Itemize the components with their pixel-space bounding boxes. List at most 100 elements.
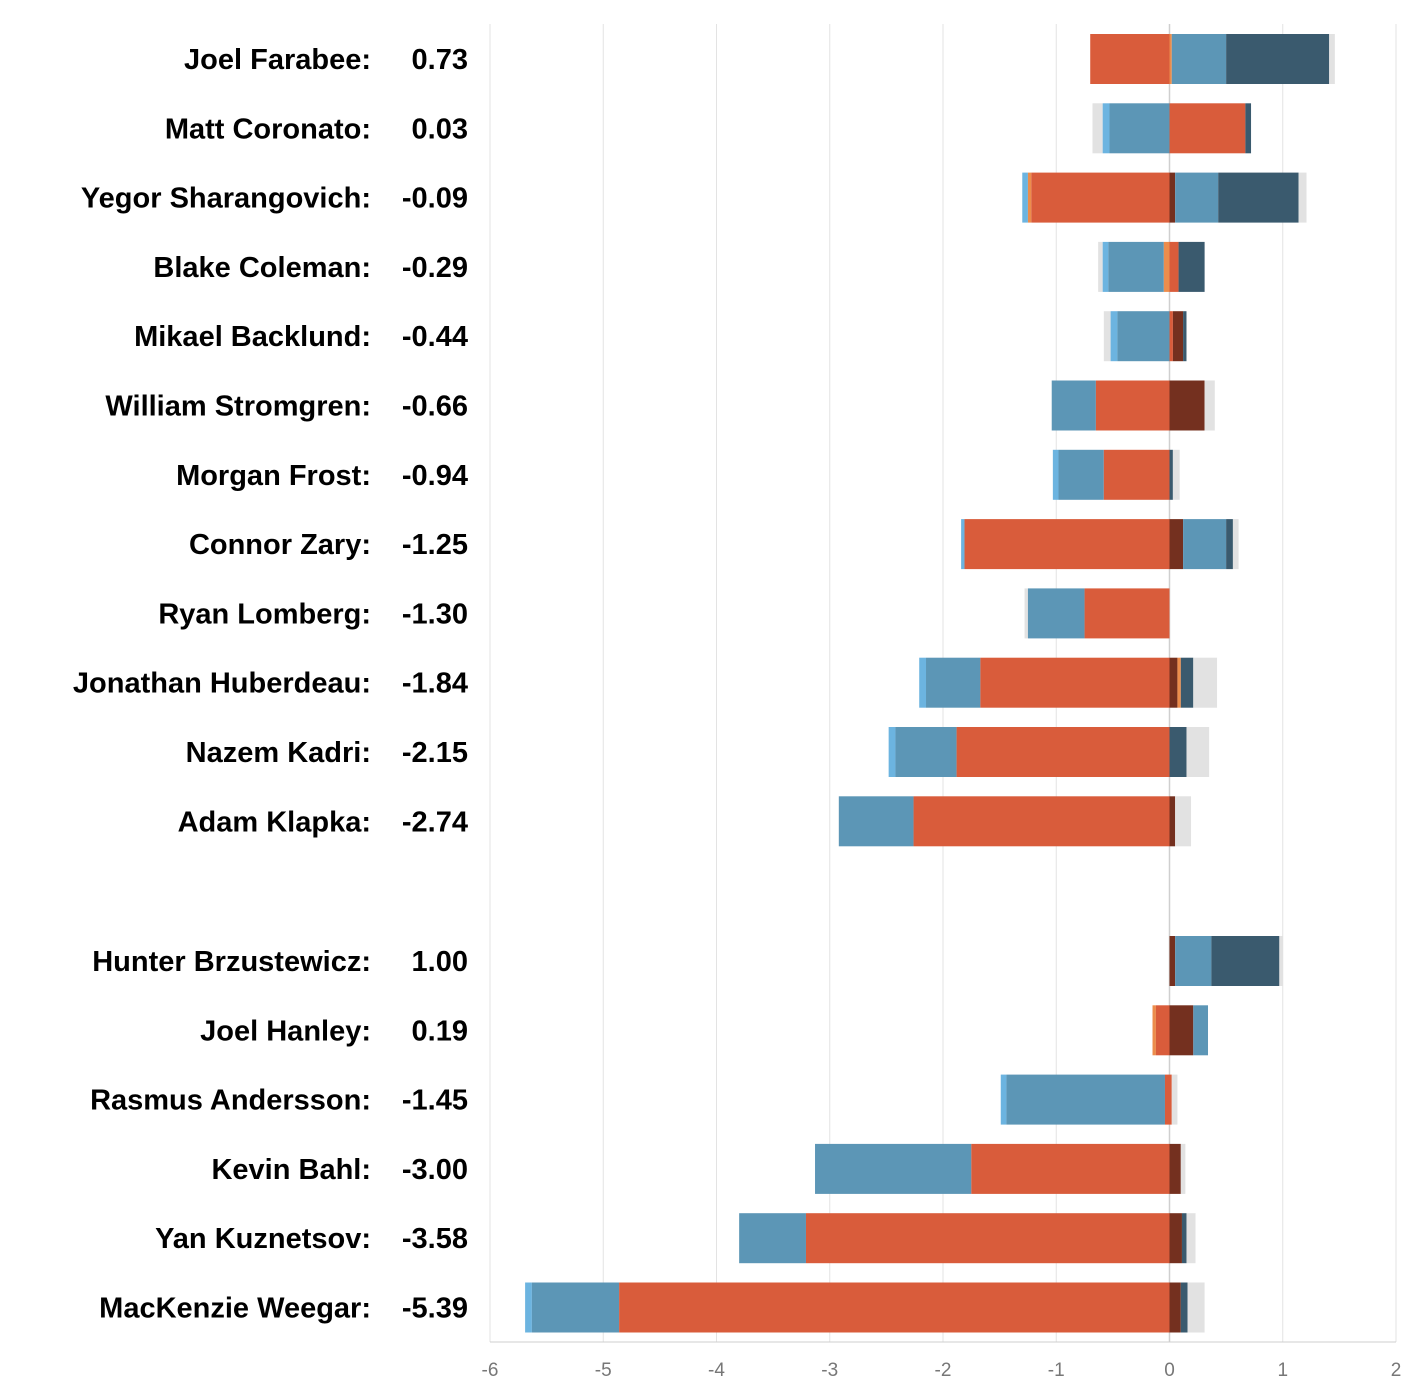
bar-segment-dark-red bbox=[1169, 1213, 1182, 1264]
bar-segment-grey bbox=[1024, 588, 1028, 639]
bar-segment-light-blue bbox=[919, 657, 927, 708]
player-value: -0.09 bbox=[402, 183, 468, 215]
bar-segment-dark-red bbox=[1169, 380, 1205, 431]
player-value: -1.84 bbox=[402, 668, 468, 700]
player-name: Jonathan Huberdeau: bbox=[73, 668, 371, 700]
bar-segment-dark-red bbox=[1169, 1143, 1181, 1194]
player-value: -1.45 bbox=[402, 1085, 468, 1117]
x-tick-label: -6 bbox=[482, 1360, 499, 1381]
bar-segment-orange bbox=[1027, 172, 1032, 223]
player-name: Connor Zary: bbox=[189, 529, 371, 561]
bar-segment-light-blue bbox=[1052, 449, 1059, 500]
bar-segment-orange bbox=[1163, 241, 1170, 292]
bar-segment-light-blue bbox=[888, 727, 896, 777]
bar-segment-steel-blue bbox=[1108, 241, 1164, 292]
bar-segment-orange bbox=[1177, 657, 1181, 708]
player-value: -1.30 bbox=[402, 598, 468, 630]
player-name: William Stromgren: bbox=[105, 391, 371, 423]
player-name: Yegor Sharangovich: bbox=[81, 183, 371, 215]
bar-segment-red-orange bbox=[1084, 588, 1170, 639]
player-value: 1.00 bbox=[412, 946, 468, 978]
bar-segment-grey bbox=[1193, 657, 1218, 708]
bar-segment-steel-blue bbox=[1058, 449, 1104, 500]
bar-segment-grey bbox=[1329, 34, 1335, 84]
bar-segment-grey bbox=[1172, 449, 1180, 500]
bar-segment-steel-blue bbox=[1051, 380, 1096, 431]
player-name: Yan Kuznetsov: bbox=[155, 1223, 371, 1255]
player-value: -3.58 bbox=[402, 1223, 468, 1255]
bar-segment-dark-red bbox=[1169, 796, 1176, 847]
player-value: -5.39 bbox=[402, 1293, 468, 1325]
bar-segment-grey bbox=[1187, 1282, 1205, 1333]
player-name: Matt Coronato: bbox=[165, 113, 371, 145]
bar-segment-red-orange bbox=[1090, 34, 1170, 84]
bar-segment-dark-navy bbox=[1183, 311, 1187, 362]
bar-segment-dark-navy bbox=[1178, 241, 1205, 292]
bar-segment-red-orange bbox=[980, 657, 1170, 708]
player-name: Kevin Bahl: bbox=[211, 1154, 371, 1186]
player-value: 0.03 bbox=[412, 113, 468, 145]
bar-segment-red-orange bbox=[1169, 241, 1179, 292]
bar-segment-red-orange bbox=[1169, 103, 1246, 154]
player-value: -0.29 bbox=[402, 252, 468, 284]
bar-segment-steel-blue bbox=[1006, 1074, 1165, 1125]
bar-segment-light-blue bbox=[1102, 103, 1110, 154]
bar-segment-light-blue bbox=[1102, 241, 1109, 292]
bar-segment-light-blue bbox=[1110, 311, 1118, 362]
bar-segment-grey bbox=[1175, 796, 1192, 847]
x-tick-label: 1 bbox=[1277, 1360, 1288, 1381]
bar-segment-steel-blue bbox=[1183, 519, 1227, 570]
player-value: -3.00 bbox=[402, 1154, 468, 1186]
bar-segment-grey bbox=[1103, 311, 1111, 362]
bar-segment-steel-blue bbox=[926, 657, 981, 708]
bar-segment-grey bbox=[1171, 1074, 1178, 1125]
player-value: -2.74 bbox=[402, 806, 468, 838]
bar-segment-red-orange bbox=[1031, 172, 1170, 223]
row-labels: Joel Farabee: 0.73 Matt Coronato: 0.03 Yegor… bbox=[73, 44, 468, 1325]
bar-segment-red-orange bbox=[805, 1213, 1170, 1264]
bar-segment-grey bbox=[1098, 241, 1103, 292]
bar-segment-dark-navy bbox=[1218, 172, 1299, 223]
bar-segment-dark-red bbox=[1169, 936, 1176, 986]
bar-segment-dark-red bbox=[1172, 311, 1184, 362]
bar-segment-dark-navy bbox=[1180, 1282, 1188, 1333]
bar-segment-red-orange bbox=[619, 1282, 1170, 1333]
player-value: 0.19 bbox=[412, 1015, 468, 1047]
bar-segment-grey bbox=[1186, 727, 1210, 777]
bar-segment-steel-blue bbox=[1117, 311, 1170, 362]
bar-segment-dark-navy bbox=[1169, 727, 1187, 777]
bar-segment-steel-blue bbox=[1171, 34, 1227, 84]
bar-segment-red-orange bbox=[913, 796, 1170, 847]
x-tick-label: -5 bbox=[595, 1360, 612, 1381]
bar-segment-dark-navy bbox=[1180, 657, 1194, 708]
player-name: Ryan Lomberg: bbox=[158, 598, 371, 630]
bar-segment-grey bbox=[1279, 936, 1283, 986]
x-tick-label: 2 bbox=[1391, 1360, 1402, 1381]
player-value: -0.44 bbox=[402, 321, 468, 353]
player-value: 0.73 bbox=[412, 44, 468, 76]
bar-segment-grey bbox=[1186, 1213, 1196, 1264]
player-name: Hunter Brzustewicz: bbox=[92, 946, 371, 978]
bar-segment-red-orange bbox=[1095, 380, 1170, 431]
bar-segment-dark-navy bbox=[1245, 103, 1252, 154]
bar-segment-steel-blue bbox=[838, 796, 914, 847]
player-name: Morgan Frost: bbox=[176, 460, 371, 492]
bar-segment-light-blue bbox=[525, 1282, 532, 1333]
bar-segment-red-orange bbox=[1103, 449, 1170, 500]
bar-segment-steel-blue bbox=[1175, 172, 1219, 223]
bars bbox=[525, 34, 1335, 1333]
bar-segment-grey bbox=[1180, 1143, 1186, 1194]
player-name: MacKenzie Weegar: bbox=[99, 1293, 371, 1325]
player-name: Joel Hanley: bbox=[200, 1015, 371, 1047]
bar-segment-steel-blue bbox=[1109, 103, 1170, 154]
bar-segment-dark-red bbox=[1169, 172, 1176, 223]
bar-segment-steel-blue bbox=[531, 1282, 620, 1333]
bar-segment-grey bbox=[1232, 519, 1239, 570]
player-value: -0.94 bbox=[402, 460, 468, 492]
bar-segment-dark-navy bbox=[1226, 519, 1233, 570]
player-name: Joel Farabee: bbox=[184, 44, 371, 76]
x-axis: -6 -5 -4 -3 -2 -1 0 1 2 bbox=[482, 1341, 1402, 1381]
bar-segment-steel-blue bbox=[1193, 1005, 1209, 1056]
player-name: Adam Klapka: bbox=[178, 806, 371, 838]
